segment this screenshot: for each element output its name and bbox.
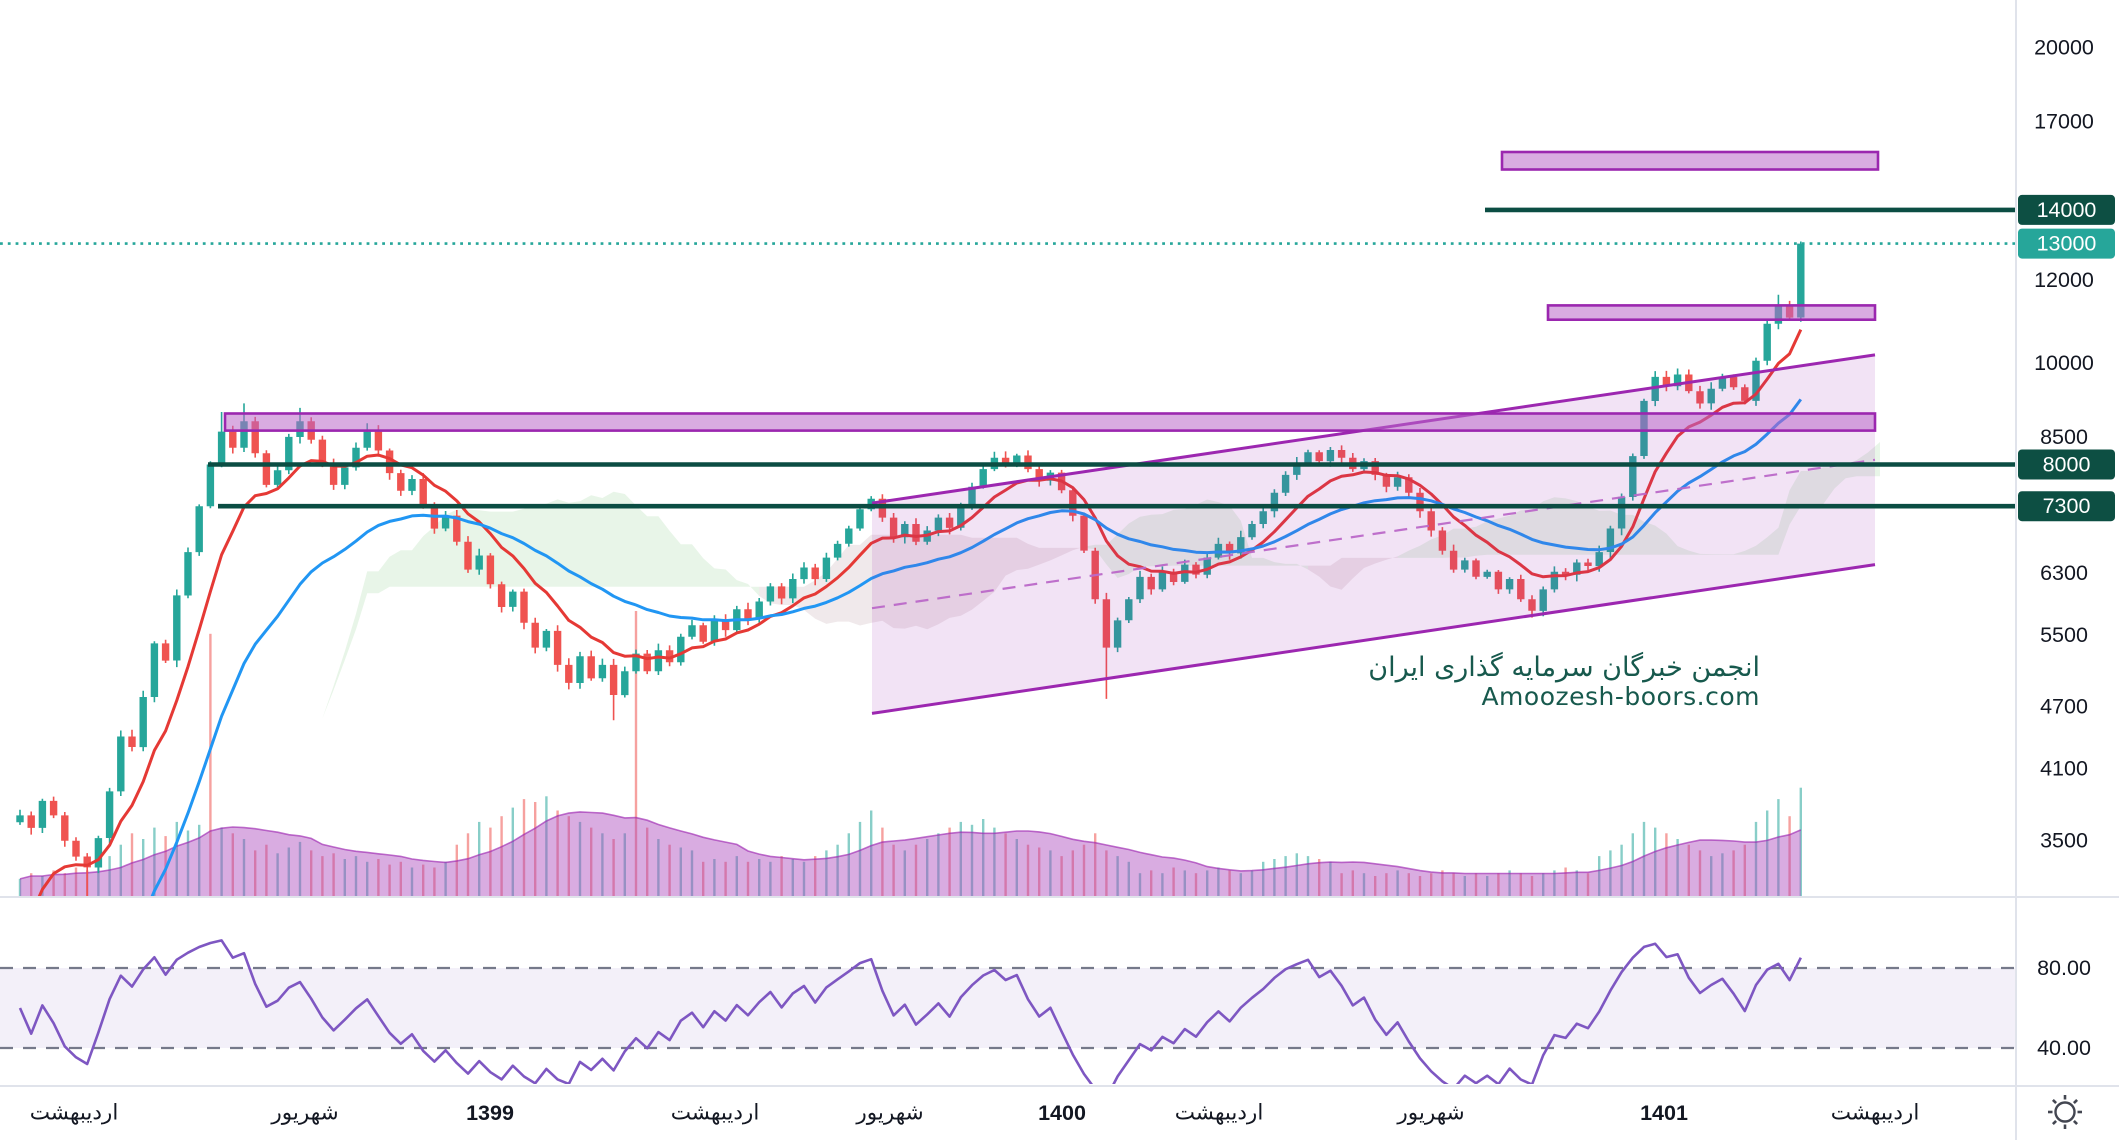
price-tick-label: 3500 (2040, 829, 2088, 853)
osc-level-label: 40.00 (2037, 1036, 2091, 1060)
pane-settings-icon[interactable] (2040, 1090, 2090, 1134)
price-tick-label: 5500 (2040, 623, 2088, 647)
time-tick-label: 1400 (1038, 1101, 1086, 1125)
price-tick-label: 17000 (2034, 110, 2094, 134)
svg-text:7300: 7300 (2043, 494, 2091, 518)
osc-level-label: 80.00 (2037, 956, 2091, 980)
sun-gear-icon (2048, 1095, 2082, 1129)
price-tick-label: 6300 (2040, 561, 2088, 585)
trend-channel[interactable] (871, 353, 1876, 715)
price-badge: 14000 (2018, 194, 2115, 225)
price-axis[interactable]: 20000 17000 12000 10000 8500 6300 5500 4700 4100… (2018, 36, 2115, 1060)
time-tick-label: اردیبهشت (671, 1101, 760, 1126)
price-tick-label: 8500 (2040, 425, 2088, 449)
ichimoku-cloud (165, 441, 1880, 845)
time-tick-label: 1401 (1640, 1101, 1688, 1125)
time-tick-label: اردیبهشت (1831, 1101, 1920, 1126)
price-zones[interactable] (223, 150, 1880, 432)
volume-bars (18, 611, 1802, 897)
ma-fast-line (37, 328, 1803, 896)
price-tick-label: 20000 (2034, 36, 2094, 60)
time-tick-label: اردیبهشت (1175, 1101, 1264, 1126)
horizontal-lines[interactable] (208, 207, 2015, 509)
zone-box (1546, 304, 1877, 321)
svg-text:13000: 13000 (2037, 232, 2097, 256)
price-tick-label: 12000 (2034, 268, 2094, 292)
price-badge: 8000 (2018, 449, 2115, 480)
time-tick-label: اردیبهشت (30, 1101, 119, 1126)
volume-ma-area (19, 811, 1802, 896)
time-tick-label: 1399 (466, 1101, 514, 1125)
price-tick-label: 4700 (2040, 695, 2088, 719)
candlestick-series (16, 241, 1805, 896)
time-tick-label: شهریور (855, 1101, 923, 1126)
price-badge: 7300 (2018, 491, 2115, 522)
price-tick-label: 10000 (2034, 351, 2094, 375)
time-tick-label: شهریور (1396, 1101, 1464, 1126)
moving-averages (37, 328, 1803, 896)
zone-box (1500, 150, 1880, 171)
zone-box (223, 412, 1877, 432)
oscillator-line (18, 939, 1802, 1084)
price-badge: 13000 (2018, 228, 2115, 259)
svg-text:14000: 14000 (2037, 198, 2097, 222)
oscillator-pane[interactable] (0, 939, 2015, 1098)
time-tick-label: شهریور (270, 1101, 338, 1126)
price-tick-label: 4100 (2040, 757, 2088, 781)
svg-text:8000: 8000 (2043, 453, 2091, 477)
ma-slow-line (150, 398, 1803, 896)
time-axis[interactable]: اردیبهشت شهریور 1399 اردیبهشت شهریور 1400 اردی… (30, 1101, 1920, 1126)
